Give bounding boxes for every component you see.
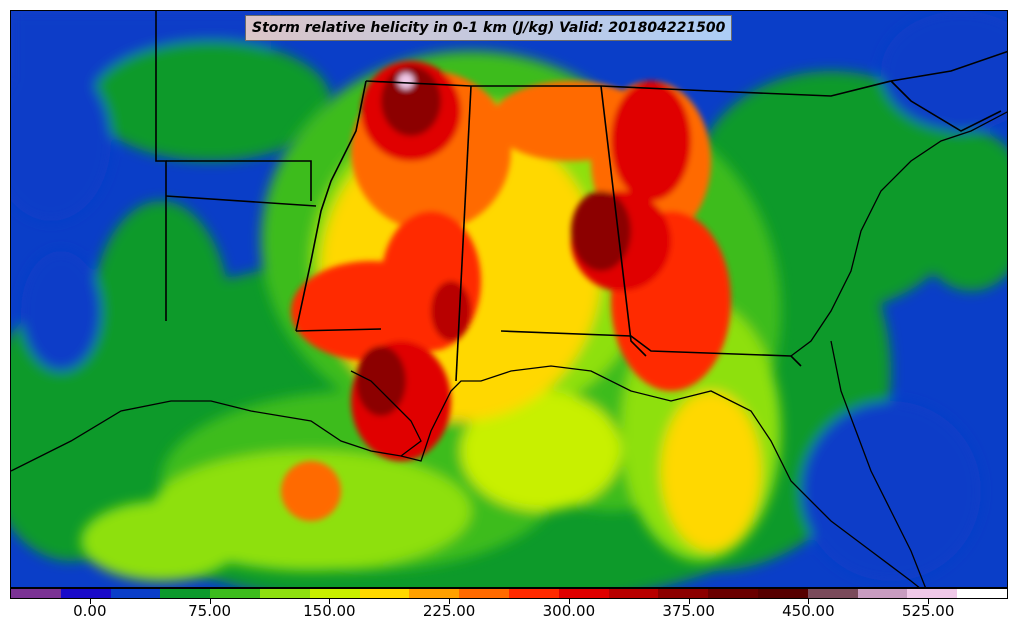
colorbar-tick [449,599,451,604]
colorbar-ticks [10,599,1008,605]
map-title: Storm relative helicity in 0-1 km (J/kg)… [245,15,733,41]
colorbar-segment [907,589,958,598]
colorbar-segment [110,589,161,598]
colorbar [10,588,1008,599]
colorbar-segment [309,589,360,598]
map-title-text: Storm relative helicity in 0-1 km (J/kg)… [252,20,726,36]
colorbar-segment [459,589,509,598]
colorbar-tick [568,599,570,604]
coastline [11,111,1007,587]
colorbar-tick [688,599,690,604]
colorbar-tick [928,599,930,604]
colorbar-segment [957,589,1007,598]
colorbar-segment [807,589,858,598]
colorbar-label: 225.00 [422,602,476,620]
colorbar-segment [259,589,310,598]
state-borders [155,11,1007,382]
colorbar-segment [658,589,709,598]
colorbar-tick [209,599,211,604]
colorbar-tick [329,599,331,604]
colorbar-segment [757,589,808,598]
colorbar-label: 450.00 [782,602,835,620]
colorbar-segment [210,589,260,598]
helicity-map [11,11,1007,587]
colorbar-label: 300.00 [542,602,596,620]
colorbar-segment [608,589,659,598]
colorbar-segment [508,589,559,598]
colorbar-segment [60,589,111,598]
map-panel [10,10,1008,588]
colorbar-label: 0.00 [73,602,107,620]
colorbar-segment [359,589,410,598]
colorbar-label: 525.00 [901,602,955,620]
colorbar-segment [857,589,908,598]
colorbar-segment [11,589,61,598]
colorbar-tick [89,599,91,604]
colorbar-label: 75.00 [188,602,232,620]
colorbar-label: 150.00 [303,602,356,620]
colorbar-label: 375.00 [662,602,715,620]
colorbar-segment [409,589,460,598]
colorbar-tick [808,599,810,604]
colorbar-segment [558,589,609,598]
colorbar-segment [708,589,758,598]
colorbar-segment [160,589,211,598]
